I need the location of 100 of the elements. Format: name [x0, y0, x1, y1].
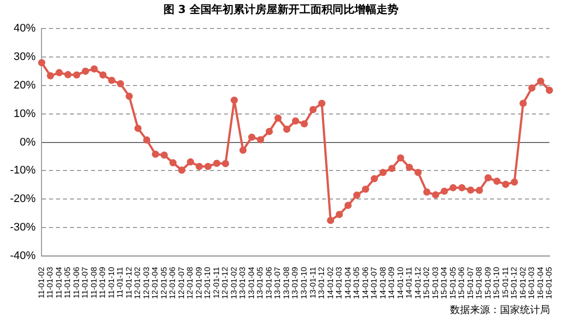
point — [230, 96, 238, 104]
point — [440, 188, 448, 195]
x-tick-label: 13-01-08 — [282, 266, 291, 300]
x-tick-label: 15-01-04 — [440, 266, 449, 300]
x-tick-label: 11-01-08 — [89, 266, 98, 298]
point — [46, 72, 54, 80]
x-tick-label: 15-01-12 — [510, 266, 519, 300]
point — [274, 114, 282, 122]
x-tick-label: 13-01-09 — [290, 266, 300, 300]
x-tick-label: 12-01-08 — [186, 266, 195, 300]
x-tick-label: 11-01-07 — [80, 266, 90, 298]
x-tick-label: 13-01-06 — [264, 266, 274, 300]
point — [432, 191, 440, 198]
y-tick-label: 20% — [14, 79, 36, 92]
x-tick-label: 12-01-07 — [176, 266, 186, 300]
y-tick-label: 40% — [14, 22, 36, 35]
point — [502, 180, 510, 188]
point — [108, 76, 116, 84]
point — [423, 188, 430, 196]
x-tick-label: 14-01-07 — [370, 266, 379, 300]
x-tick-label: 14-01-04 — [343, 266, 352, 300]
point — [90, 65, 98, 73]
x-tick-label: 11-01-02 — [36, 266, 46, 298]
point — [196, 162, 203, 170]
x-tick-label: 13-01-11 — [308, 266, 318, 298]
x-tick-label: 15-01-02 — [422, 266, 432, 300]
point — [318, 100, 326, 107]
point — [458, 184, 466, 192]
point — [336, 210, 343, 218]
point — [406, 164, 413, 171]
point — [493, 178, 500, 185]
point — [370, 175, 378, 182]
x-tick-label: 13-01-12 — [317, 266, 326, 300]
x-tick-label: 16-01-02 — [518, 266, 528, 300]
point — [353, 192, 360, 199]
x-tick-label: 11-01-05 — [63, 266, 72, 298]
x-tick-label: 12-01-02 — [133, 266, 142, 300]
x-tick-label: 14-01-09 — [387, 266, 396, 300]
point — [379, 168, 387, 176]
x-tick-label: 15-01-09 — [483, 266, 492, 300]
x-tick-label: 13-01-02 — [229, 266, 238, 300]
x-tick-label: 13-01-07 — [273, 266, 282, 300]
x-tick-label: 11-01-09 — [98, 266, 108, 298]
point — [213, 160, 220, 167]
x-tick-label: 11-01-11 — [116, 266, 125, 298]
point — [38, 59, 46, 66]
y-tick-label: 30% — [14, 51, 36, 64]
x-tick-label: 11-01-04 — [54, 266, 64, 298]
point — [134, 124, 142, 132]
point — [537, 78, 544, 85]
x-tick-label: 13-01-10 — [299, 266, 308, 300]
point — [520, 100, 527, 107]
point — [248, 134, 256, 141]
y-tick-label: -20% — [10, 193, 36, 206]
chart-title: 图 3 全国年初累计房屋新开工面积同比增幅走势 — [162, 2, 400, 17]
point — [283, 126, 290, 133]
x-tick-label: 11-01-10 — [106, 266, 116, 298]
x-tick-label: 15-01-10 — [492, 266, 502, 300]
x-tick-label: 12-01-03 — [142, 266, 151, 300]
x-tick-label: 15-01-07 — [466, 266, 475, 300]
x-tick-label: 12-01-06 — [168, 266, 178, 300]
point — [222, 160, 230, 168]
x-tick-label: 15-01-11 — [500, 266, 510, 298]
x-tick-label: 16-01-04 — [536, 266, 545, 300]
x-tick-label: 12-01-12 — [220, 266, 230, 300]
point — [99, 71, 107, 79]
point — [169, 159, 177, 166]
point — [266, 128, 273, 136]
x-tick-label: 14-01-02 — [326, 266, 335, 300]
point — [344, 202, 352, 209]
x-tick-label: 12-01-05 — [159, 266, 168, 300]
point — [126, 92, 133, 100]
point — [467, 186, 474, 194]
x-tick-label: 13-01-04 — [246, 266, 256, 300]
point — [476, 186, 483, 194]
x-tick-label: 11-01-12 — [124, 266, 134, 298]
point — [143, 136, 150, 144]
point — [186, 158, 194, 166]
point — [300, 120, 308, 128]
x-tick-label: 15-01-03 — [430, 266, 440, 300]
x-tick-label: 12-01-09 — [194, 266, 204, 300]
x-tick-label: 15-01-05 — [448, 266, 458, 300]
x-tick-label: 15-01-08 — [474, 266, 484, 300]
point — [309, 106, 317, 114]
point — [528, 84, 536, 92]
x-tick-label: 13-01-03 — [238, 266, 248, 300]
point — [73, 71, 80, 79]
x-tick-label: 14-01-10 — [396, 266, 405, 300]
point — [204, 162, 212, 170]
point — [388, 164, 396, 172]
x-tick-label: 14-01-06 — [360, 266, 370, 300]
point — [450, 184, 457, 192]
point — [82, 68, 90, 75]
x-tick-label: 16-01-03 — [527, 266, 536, 300]
x-tick-label: 11-01-03 — [46, 266, 55, 298]
point — [56, 69, 63, 76]
x-tick-label: 13-01-05 — [256, 266, 265, 300]
x-tick-label: 11-01-06 — [72, 266, 81, 298]
y-tick-label: 0% — [20, 136, 36, 148]
point — [326, 216, 334, 224]
